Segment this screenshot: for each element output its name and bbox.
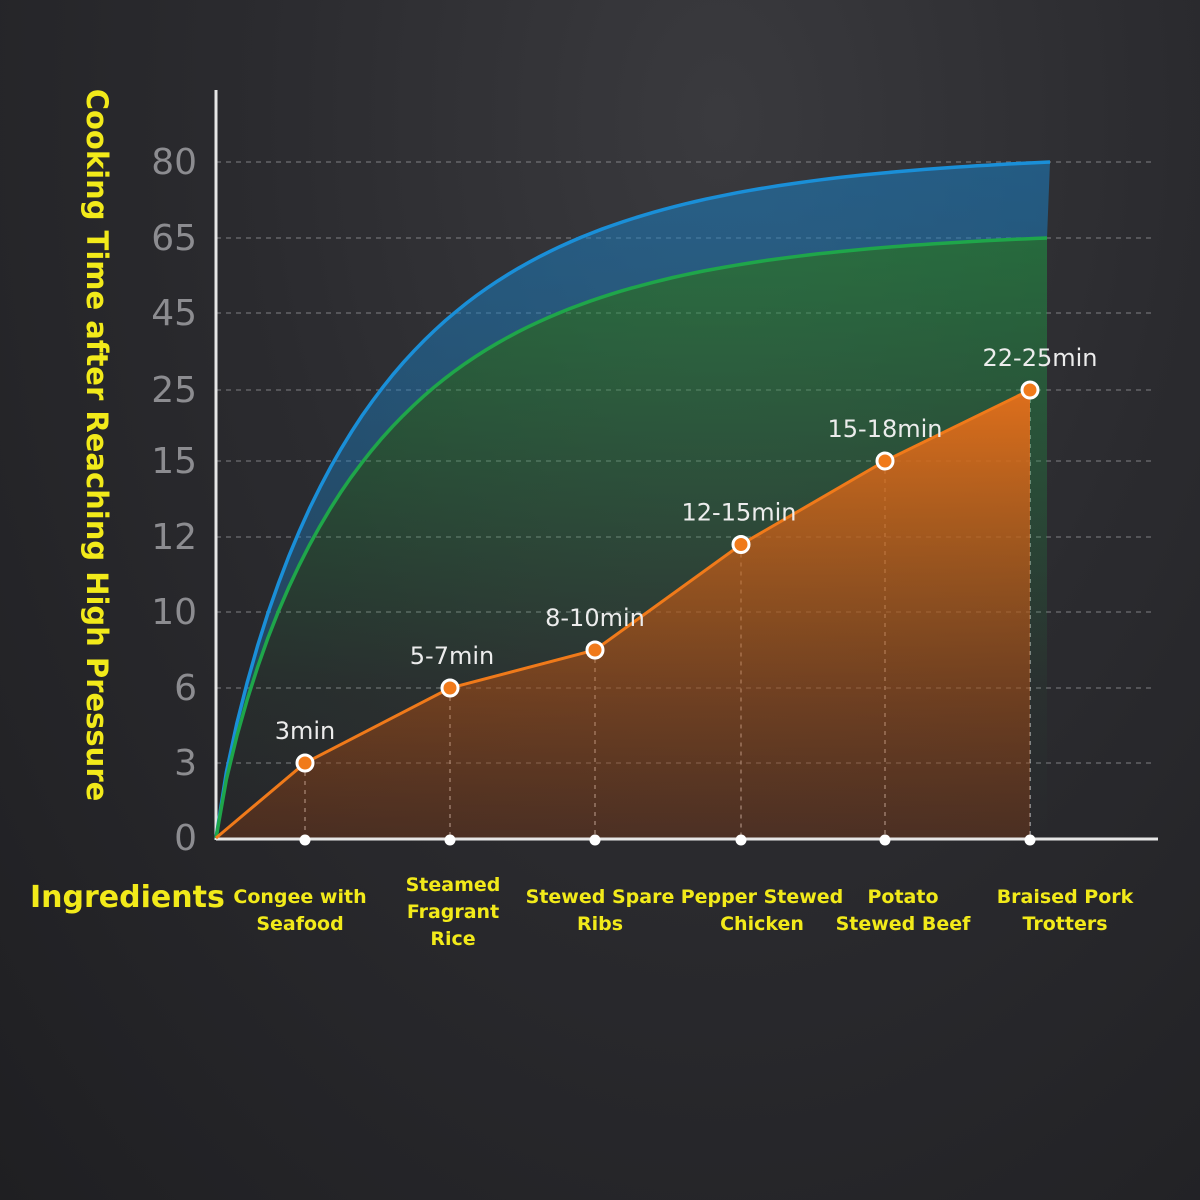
x-tick-dot [589, 834, 601, 846]
y-tick-label: 25 [151, 370, 197, 411]
category-label-line: Ribs [576, 913, 624, 935]
y-tick-label: 65 [151, 218, 197, 259]
y-tick-label: 3 [174, 743, 197, 784]
y-tick-label: 10 [151, 592, 197, 633]
category-label: Pepper Stewed Chicken [677, 884, 847, 938]
category-label-line: Rice [430, 928, 476, 950]
category-label-line: Steamed [405, 874, 501, 896]
category-label: Steamed Fragrant Rice [368, 872, 538, 953]
blue-band [216, 162, 1050, 838]
data-label: 8-10min [545, 604, 645, 632]
y-tick-label: 6 [174, 668, 197, 709]
category-label-line: Trotters [1022, 913, 1108, 935]
y-tick-label: 45 [151, 293, 197, 334]
data-label: 3min [275, 717, 336, 745]
blue-curve [214, 160, 1051, 839]
area-layer [216, 162, 1050, 838]
data-label: 15-18min [828, 415, 943, 443]
y-tick-label: 80 [151, 142, 197, 183]
category-label: Stewed Spare Ribs [515, 884, 685, 938]
category-label: Potato Stewed Beef [818, 884, 988, 938]
category-label-line: Stewed Spare [525, 886, 675, 908]
category-label-line: Pepper Stewed [680, 886, 844, 908]
data-point [875, 451, 895, 471]
data-label: 22-25min [983, 344, 1098, 372]
category-label: Congee with Seafood [215, 884, 385, 938]
x-tick-dot [1024, 834, 1036, 846]
x-axis-label: Ingredients [30, 880, 225, 915]
category-label-line: Fragrant [406, 901, 500, 923]
green-curve [214, 236, 1048, 839]
category-label-line: Braised Pork [996, 886, 1134, 908]
y-tick-label: 15 [151, 441, 197, 482]
x-tick-dot [879, 834, 891, 846]
x-tick-dot [444, 834, 456, 846]
axes: 0 3 6 10 12 15 25 45 65 80 [151, 90, 1158, 859]
y-axis-label: Cooking Time after Reaching High Pressur… [80, 88, 114, 802]
category-label-line: Potato [867, 886, 939, 908]
data-point [295, 753, 315, 773]
category-label-line: Congee with [233, 886, 367, 908]
orange-area [216, 390, 1030, 838]
x-tick-dot [735, 834, 747, 846]
y-tick-label: 12 [151, 517, 197, 558]
category-label-line: Seafood [256, 913, 344, 935]
data-point [1020, 380, 1040, 400]
category-label: Braised Pork Trotters [980, 884, 1150, 938]
data-label: 5-7min [410, 642, 494, 670]
data-point [585, 640, 605, 660]
marks: 3min 5-7min 8-10min 12-15min 15-18min 22-25mi… [214, 160, 1098, 840]
data-point [731, 535, 751, 554]
x-tick-dot [299, 834, 311, 846]
data-label: 12-15min [682, 499, 797, 527]
y-tick-label: 0 [174, 818, 197, 859]
category-label-line: Chicken [720, 913, 804, 935]
category-label-line: Stewed Beef [835, 913, 971, 935]
data-point [440, 678, 460, 698]
